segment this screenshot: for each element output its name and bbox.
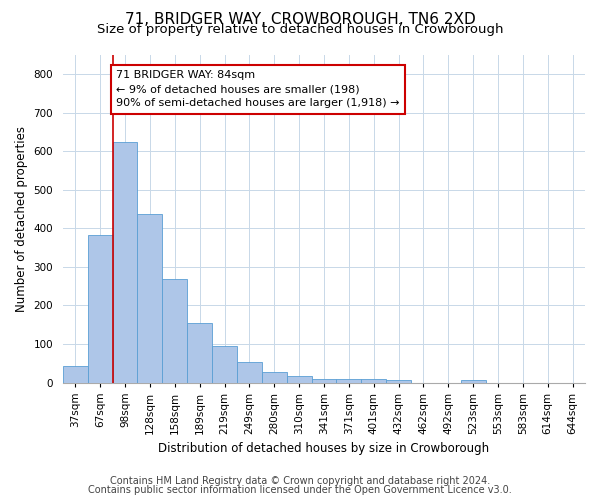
Bar xyxy=(137,214,163,382)
Bar xyxy=(461,380,485,382)
Bar xyxy=(113,142,137,382)
Text: 71, BRIDGER WAY, CROWBOROUGH, TN6 2XD: 71, BRIDGER WAY, CROWBOROUGH, TN6 2XD xyxy=(125,12,475,28)
X-axis label: Distribution of detached houses by size in Crowborough: Distribution of detached houses by size … xyxy=(158,442,490,455)
Bar xyxy=(187,323,212,382)
Text: Contains HM Land Registry data © Crown copyright and database right 2024.: Contains HM Land Registry data © Crown c… xyxy=(110,476,490,486)
Text: Size of property relative to detached houses in Crowborough: Size of property relative to detached ho… xyxy=(97,22,503,36)
Bar xyxy=(386,380,411,382)
Bar xyxy=(237,362,262,382)
Y-axis label: Number of detached properties: Number of detached properties xyxy=(15,126,28,312)
Bar xyxy=(262,372,287,382)
Bar xyxy=(163,280,187,382)
Bar xyxy=(88,236,113,382)
Text: 71 BRIDGER WAY: 84sqm
← 9% of detached houses are smaller (198)
90% of semi-deta: 71 BRIDGER WAY: 84sqm ← 9% of detached h… xyxy=(116,70,400,108)
Bar xyxy=(63,366,88,382)
Bar xyxy=(361,378,386,382)
Bar xyxy=(311,378,337,382)
Bar xyxy=(337,378,361,382)
Text: Contains public sector information licensed under the Open Government Licence v3: Contains public sector information licen… xyxy=(88,485,512,495)
Bar xyxy=(287,376,311,382)
Bar xyxy=(212,346,237,383)
